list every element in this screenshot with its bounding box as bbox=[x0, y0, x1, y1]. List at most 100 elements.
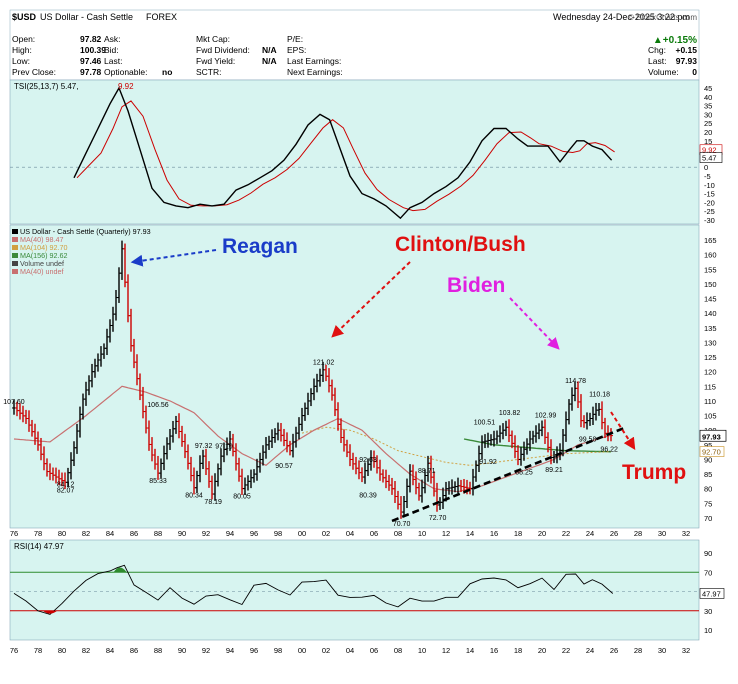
price-value-label: 114.78 bbox=[565, 378, 586, 385]
quote-header: $USD US Dollar - Cash Settle FOREX Wedne… bbox=[9, 9, 700, 81]
field-value: 97.78 bbox=[80, 67, 102, 77]
field-label: Chg: bbox=[648, 45, 666, 55]
price-x-tick-label: 32 bbox=[682, 529, 690, 538]
rsi-x-tick-label: 22 bbox=[562, 646, 570, 655]
rsi-x-tick-label: 96 bbox=[250, 646, 258, 655]
rsi-x-tick-label: 08 bbox=[394, 646, 402, 655]
annotation-arrow bbox=[610, 411, 636, 451]
rsi-line bbox=[13, 564, 614, 615]
field-label: Last: bbox=[104, 56, 122, 66]
field-value: +0.15 bbox=[675, 45, 697, 55]
price-value-label: 103.82 bbox=[499, 410, 521, 417]
price-x-tick-label: 98 bbox=[274, 529, 282, 538]
price-y-tick-label: 155 bbox=[704, 265, 717, 274]
ma40-line bbox=[13, 385, 612, 493]
instrument-name: US Dollar - Cash Settle bbox=[40, 12, 133, 22]
price-x-tick-label: 84 bbox=[106, 529, 114, 538]
price-x-tick-label: 94 bbox=[226, 529, 234, 538]
field-label: Ask: bbox=[104, 34, 121, 44]
price-y-tick-label: 120 bbox=[704, 368, 717, 377]
price-value-label: 82.07 bbox=[57, 488, 75, 495]
price-value-label: 99.58 bbox=[579, 436, 597, 443]
field-label: Fwd Yield: bbox=[196, 56, 235, 66]
legend-swatch bbox=[12, 261, 18, 266]
tsi-line bbox=[73, 86, 613, 220]
price-x-tick-label: 78 bbox=[34, 529, 42, 538]
tsi-y-tick-label: 35 bbox=[704, 102, 712, 111]
price-y-tick-label: 75 bbox=[704, 499, 712, 508]
price-x-tick-label: 22 bbox=[562, 529, 570, 538]
price-value-label: 97.10 bbox=[215, 444, 233, 451]
symbol: $USD bbox=[12, 12, 37, 22]
field-value: 97.93 bbox=[676, 56, 698, 66]
legend-swatch bbox=[12, 229, 18, 234]
legend-swatch bbox=[12, 269, 18, 274]
rsi-x-tick-label: 82 bbox=[82, 646, 90, 655]
annotation-clinton-bush: Clinton/Bush bbox=[395, 233, 526, 256]
field-label: SCTR: bbox=[196, 67, 222, 77]
price-value-label: 100.51 bbox=[474, 420, 496, 427]
price-x-tick-label: 08 bbox=[394, 529, 402, 538]
field-label: P/E: bbox=[287, 34, 303, 44]
price-x-tick-label: 96 bbox=[250, 529, 258, 538]
field-value: 97.82 bbox=[80, 34, 102, 44]
rsi-x-tick-label: 28 bbox=[634, 646, 642, 655]
ma104-last-tag bbox=[699, 446, 725, 457]
price-value-label: 89.21 bbox=[545, 467, 563, 474]
tsi-y-tick-label: -30 bbox=[704, 216, 715, 225]
price-y-tick-label: 95 bbox=[704, 441, 712, 450]
tsi-last-label: 5.47 bbox=[702, 154, 717, 163]
field-label: Bid: bbox=[104, 45, 119, 55]
rsi-x-tick-label: 88 bbox=[154, 646, 162, 655]
price-x-tick-label: 28 bbox=[634, 529, 642, 538]
field-label: Next Earnings: bbox=[287, 67, 343, 77]
price-y-tick-label: 85 bbox=[704, 470, 712, 479]
annotation-arrow bbox=[331, 261, 411, 338]
field-value: N/A bbox=[262, 56, 277, 66]
field-label: Mkt Cap: bbox=[196, 34, 230, 44]
field-label: EPS: bbox=[287, 45, 306, 55]
ma104-last-label: 92.70 bbox=[702, 448, 721, 457]
brand: © StockCharts.com bbox=[628, 13, 697, 22]
change-pct: ▲+0.15% bbox=[653, 35, 697, 46]
last-price-tag bbox=[699, 429, 727, 442]
annotation-arrow bbox=[509, 297, 560, 350]
rsi-x-tick-label: 30 bbox=[658, 646, 666, 655]
rsi-last-tag bbox=[699, 588, 725, 599]
price-x-tick-label: 92 bbox=[202, 529, 210, 538]
tsi-y-tick-label: 45 bbox=[704, 84, 712, 93]
price-x-tick-label: 18 bbox=[514, 529, 522, 538]
price-panel-bg bbox=[9, 224, 700, 529]
price-y-tick-label: 140 bbox=[704, 309, 717, 318]
tsi-y-tick-label: -5 bbox=[704, 172, 711, 181]
price-x-tick-label: 04 bbox=[346, 529, 354, 538]
price-value-label: 97.32 bbox=[195, 443, 213, 450]
price-x-tick-label: 90 bbox=[178, 529, 186, 538]
field-value: 100.39 bbox=[80, 45, 106, 55]
price-value-label: 78.19 bbox=[204, 499, 222, 506]
price-legend-entry: Volume undef bbox=[20, 259, 64, 268]
annotation-biden: Biden bbox=[447, 274, 505, 297]
tsi-y-tick-label: -15 bbox=[704, 190, 715, 199]
tsi-legend: TSI(25,13,7) 5.47, bbox=[14, 82, 78, 91]
price-x-tick-label: 80 bbox=[58, 529, 66, 538]
tsi-signal-line bbox=[76, 100, 615, 212]
price-value-label: 88.71 bbox=[418, 468, 436, 475]
price-value-label: 80.05 bbox=[233, 494, 251, 501]
last-price-label: 97.93 bbox=[702, 432, 721, 441]
price-y-tick-label: 160 bbox=[704, 251, 717, 260]
price-value-label: 106.56 bbox=[147, 402, 169, 409]
price-value-label: 84.12 bbox=[57, 482, 75, 489]
tsi-y-tick-label: 20 bbox=[704, 128, 712, 137]
exchange: FOREX bbox=[146, 12, 177, 22]
price-y-tick-label: 125 bbox=[704, 353, 717, 362]
rsi-x-tick-label: 98 bbox=[274, 646, 282, 655]
rsi-x-tick-label: 14 bbox=[466, 646, 474, 655]
price-y-tick-label: 70 bbox=[704, 514, 712, 523]
price-x-tick-label: 86 bbox=[130, 529, 138, 538]
rsi-x-tick-label: 06 bbox=[370, 646, 378, 655]
rsi-x-tick-label: 04 bbox=[346, 646, 354, 655]
price-x-tick-label: 26 bbox=[610, 529, 618, 538]
price-legend-entry: MA(40) 98.47 bbox=[20, 235, 64, 244]
